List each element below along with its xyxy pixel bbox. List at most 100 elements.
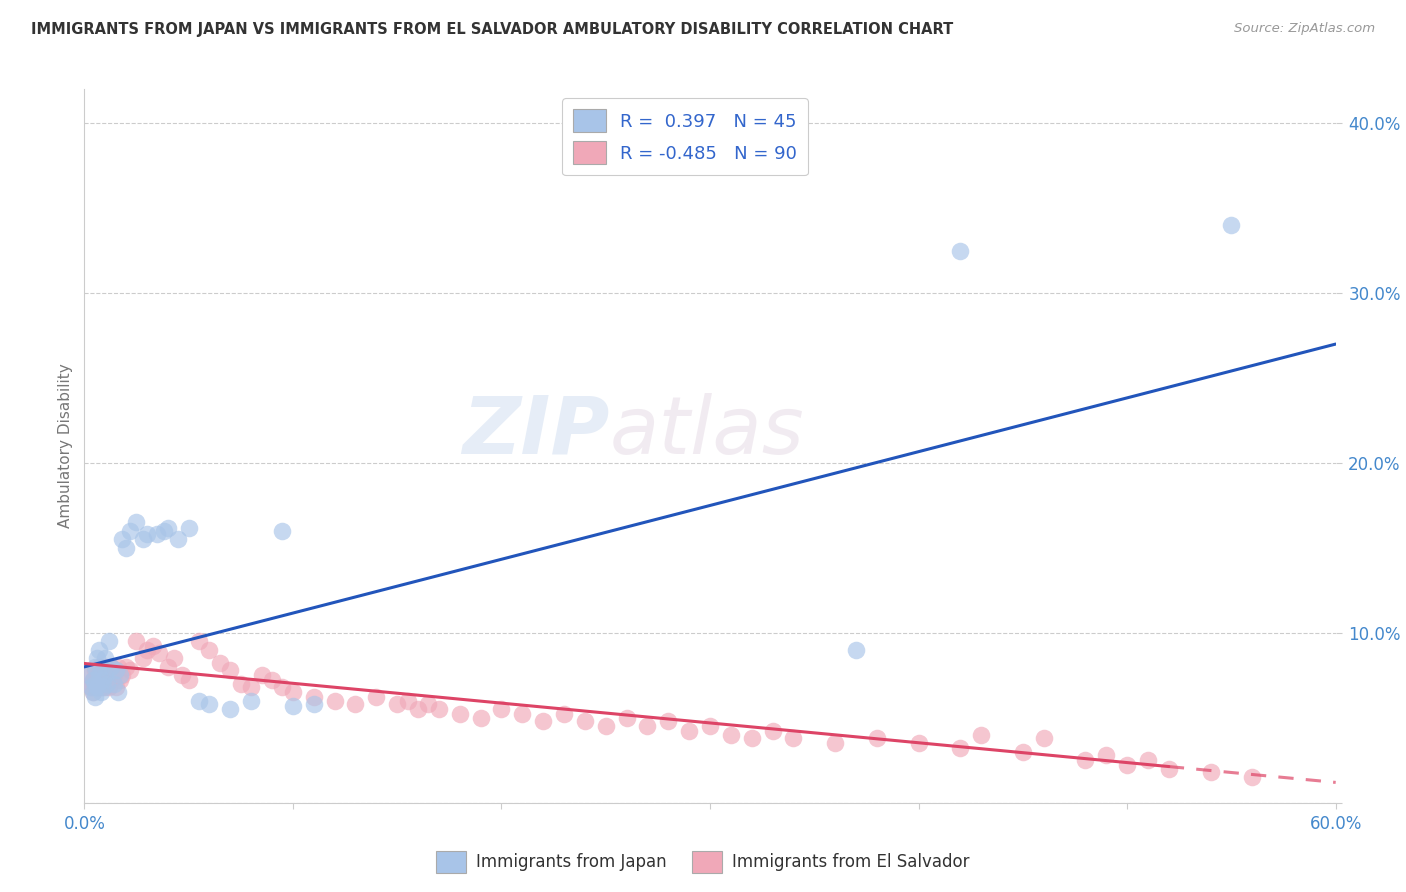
Point xyxy=(678,724,700,739)
Point xyxy=(188,634,211,648)
Point xyxy=(82,685,104,699)
Point xyxy=(104,663,127,677)
Point xyxy=(115,541,138,555)
Point xyxy=(83,690,105,705)
Point xyxy=(125,634,148,648)
Point xyxy=(208,657,231,671)
Point xyxy=(949,741,972,756)
Point xyxy=(108,673,131,688)
Point xyxy=(323,694,346,708)
Point xyxy=(83,677,105,691)
Point xyxy=(125,516,148,530)
Point xyxy=(107,685,129,699)
Point xyxy=(96,673,118,688)
Point xyxy=(281,698,304,713)
Point xyxy=(136,527,159,541)
Point xyxy=(108,668,131,682)
Point xyxy=(198,643,221,657)
Point xyxy=(96,660,118,674)
Point xyxy=(699,719,721,733)
Point xyxy=(120,524,142,538)
Point xyxy=(132,533,155,547)
Point xyxy=(344,698,367,712)
Point xyxy=(1074,753,1097,767)
Point xyxy=(98,668,121,682)
Point xyxy=(1199,765,1222,780)
Point xyxy=(240,680,263,694)
Point xyxy=(366,690,388,705)
Point xyxy=(396,694,419,708)
Point xyxy=(90,668,112,682)
Point xyxy=(104,680,127,694)
Point xyxy=(271,524,294,538)
Point xyxy=(449,707,471,722)
Point xyxy=(91,660,114,674)
Point xyxy=(491,702,513,716)
Point xyxy=(86,680,108,694)
Point xyxy=(1012,745,1035,759)
Point xyxy=(100,660,122,674)
Point xyxy=(94,668,117,682)
Point xyxy=(845,643,868,657)
Point xyxy=(1136,753,1159,767)
Point xyxy=(79,677,101,691)
Point xyxy=(103,677,125,691)
Point xyxy=(167,533,190,547)
Legend: Immigrants from Japan, Immigrants from El Salvador: Immigrants from Japan, Immigrants from E… xyxy=(430,845,976,880)
Point xyxy=(136,643,159,657)
Point xyxy=(866,731,889,746)
Point xyxy=(219,702,242,716)
Point xyxy=(142,640,165,654)
Point xyxy=(574,714,596,729)
Point xyxy=(163,651,186,665)
Point xyxy=(907,736,929,750)
Text: IMMIGRANTS FROM JAPAN VS IMMIGRANTS FROM EL SALVADOR AMBULATORY DISABILITY CORRE: IMMIGRANTS FROM JAPAN VS IMMIGRANTS FROM… xyxy=(31,22,953,37)
Point xyxy=(762,724,785,739)
Text: Source: ZipAtlas.com: Source: ZipAtlas.com xyxy=(1234,22,1375,36)
Y-axis label: Ambulatory Disability: Ambulatory Disability xyxy=(58,364,73,528)
Point xyxy=(83,677,105,691)
Point xyxy=(107,660,129,674)
Point xyxy=(91,680,114,694)
Point xyxy=(87,643,110,657)
Point xyxy=(177,673,200,688)
Point xyxy=(720,728,742,742)
Point xyxy=(132,651,155,665)
Point xyxy=(98,634,121,648)
Point xyxy=(782,731,804,746)
Point xyxy=(87,668,110,682)
Point xyxy=(970,728,993,742)
Point xyxy=(111,533,134,547)
Point xyxy=(83,663,105,677)
Point xyxy=(96,677,118,691)
Point xyxy=(385,698,409,712)
Point xyxy=(198,698,221,712)
Point xyxy=(1032,731,1054,746)
Point xyxy=(741,731,763,746)
Point xyxy=(86,668,108,682)
Point xyxy=(281,685,304,699)
Point xyxy=(82,685,104,699)
Point xyxy=(104,663,127,677)
Point xyxy=(90,685,112,699)
Point xyxy=(229,677,252,691)
Text: atlas: atlas xyxy=(610,392,804,471)
Point xyxy=(90,680,112,694)
Point xyxy=(219,663,242,677)
Point xyxy=(824,736,846,750)
Point xyxy=(531,714,554,729)
Point xyxy=(100,660,122,674)
Point xyxy=(156,520,179,534)
Point xyxy=(302,698,325,712)
Point xyxy=(91,673,114,688)
Point xyxy=(87,673,110,688)
Point xyxy=(115,660,138,674)
Point xyxy=(83,660,105,674)
Point xyxy=(82,673,104,688)
Point xyxy=(177,520,200,534)
Point xyxy=(1116,758,1139,772)
Legend: R =  0.397   N = 45, R = -0.485   N = 90: R = 0.397 N = 45, R = -0.485 N = 90 xyxy=(562,98,807,176)
Point xyxy=(188,694,211,708)
Point xyxy=(1241,770,1264,784)
Point xyxy=(271,680,294,694)
